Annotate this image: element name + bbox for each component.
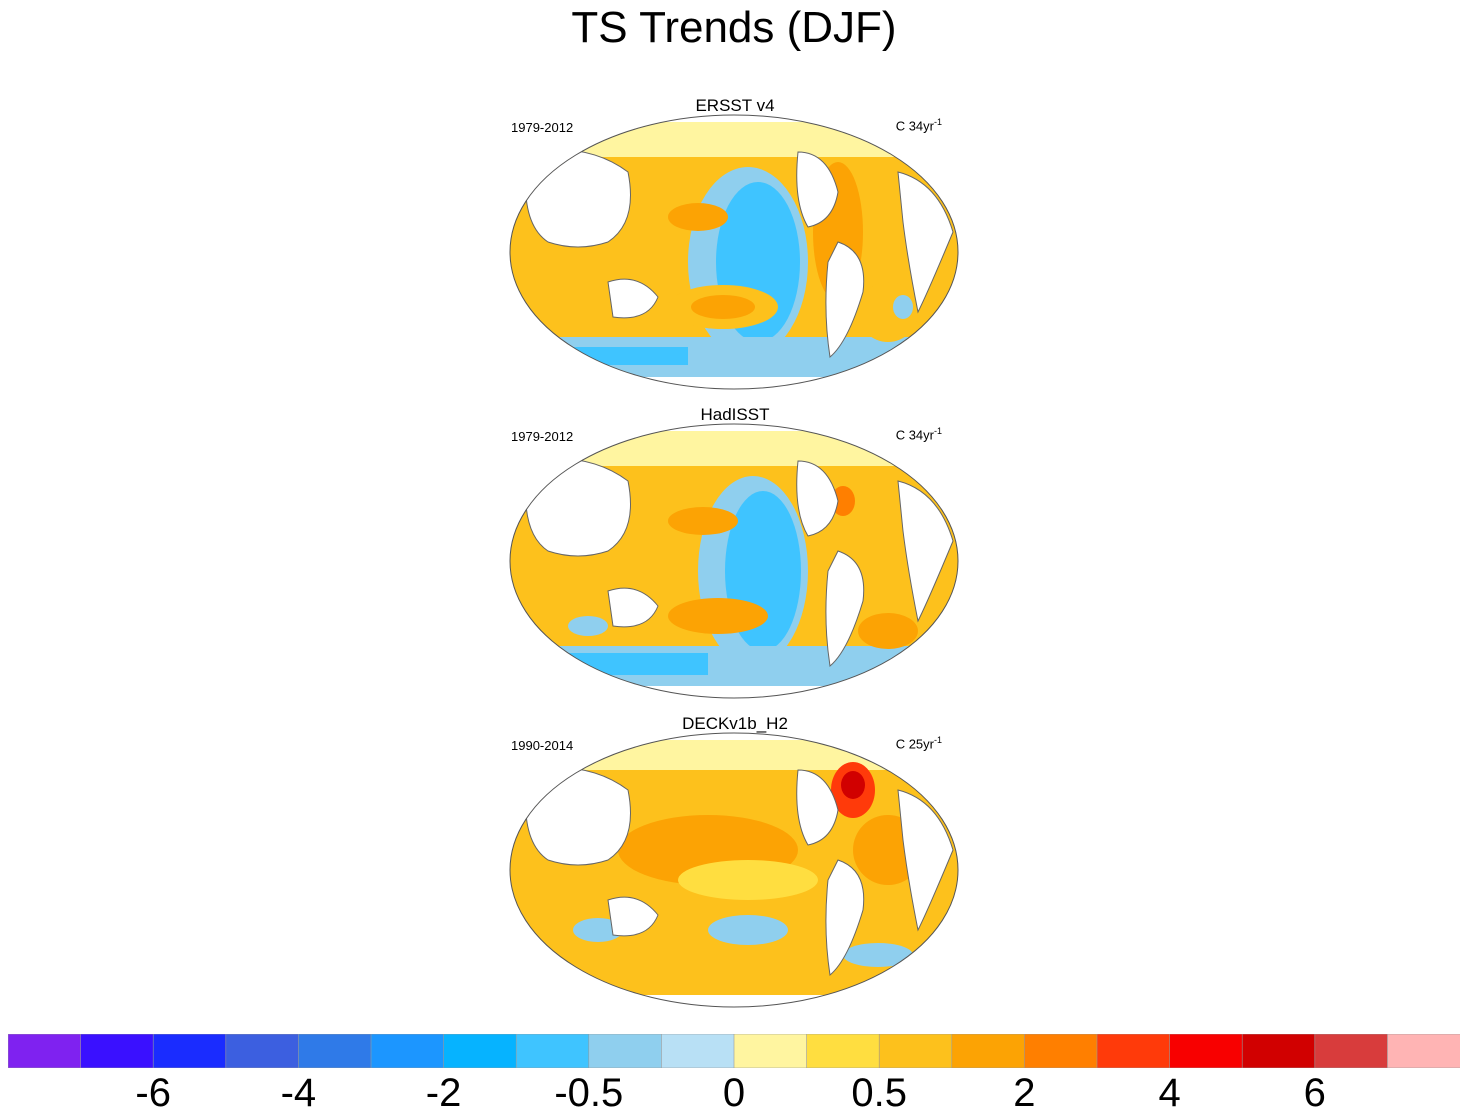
panel-units: C 34yr-1 — [895, 426, 942, 443]
colorbar-tick-label: -0.5 — [554, 1071, 624, 1115]
colorbar-swatch — [1024, 1034, 1098, 1068]
map-panel-hadisst: HadISST 1979-2012 C 34yr-1 — [500, 406, 970, 706]
map-hadisst — [509, 423, 959, 699]
colorbar-swatch — [225, 1034, 300, 1068]
colorbar-swatch — [1387, 1034, 1460, 1068]
colorbar-swatch — [951, 1034, 1026, 1068]
panel-period: 1979-2012 — [511, 120, 574, 135]
colorbar-swatch — [661, 1034, 735, 1068]
colorbar-swatch — [1314, 1034, 1389, 1068]
colorbar-swatch — [733, 1034, 808, 1068]
map-panel-ersst: ERSST v4 1979-2012 C 34yr-1 — [500, 97, 970, 397]
colorbar-tick-label: -6 — [135, 1071, 171, 1115]
panel-period: 1990-2014 — [511, 738, 574, 753]
colorbar-swatch — [878, 1034, 953, 1068]
colorbar-tick-label: 2 — [1013, 1071, 1036, 1115]
colorbar-swatch — [443, 1034, 518, 1068]
map-deckv1b — [509, 732, 959, 1008]
colorbar-swatch — [370, 1034, 445, 1068]
colorbar — [8, 1034, 1460, 1068]
figure-title: TS Trends (DJF) — [571, 3, 897, 52]
colorbar-tick-label: -4 — [280, 1071, 317, 1115]
colorbar-swatch — [298, 1034, 372, 1068]
colorbar-swatch — [588, 1034, 663, 1068]
colorbar-tick-label: 6 — [1303, 1071, 1326, 1115]
colorbar-swatch — [152, 1034, 227, 1068]
colorbar-swatch — [8, 1034, 82, 1068]
colorbar-swatch — [1241, 1034, 1316, 1068]
panel-title: HadISST — [700, 405, 770, 424]
colorbar-tick-label: 0.5 — [851, 1071, 907, 1115]
colorbar-tick-label: 4 — [1158, 1071, 1181, 1115]
colorbar-tick-label: -2 — [425, 1071, 462, 1115]
panel-title: DECKv1b_H2 — [682, 714, 788, 733]
map-ersst — [509, 114, 959, 390]
panel-units: C 25yr-1 — [895, 735, 942, 752]
panel-title: ERSST v4 — [695, 96, 775, 115]
colorbar-swatch — [515, 1034, 590, 1068]
colorbar-swatch — [806, 1034, 880, 1068]
map-panel-deckv1b: DECKv1b_H2 1990-2014 C 25yr-1 — [500, 715, 970, 1015]
colorbar-swatch — [1169, 1034, 1243, 1068]
colorbar-swatch — [80, 1034, 154, 1068]
colorbar-swatch — [1096, 1034, 1171, 1068]
colorbar-tick-label: 0 — [722, 1071, 746, 1115]
panel-units: C 34yr-1 — [895, 117, 942, 134]
panel-period: 1979-2012 — [511, 429, 574, 444]
